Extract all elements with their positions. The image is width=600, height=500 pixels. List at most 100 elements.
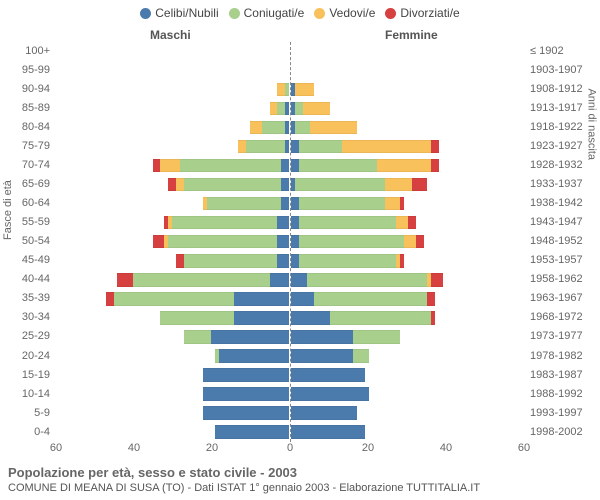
legend: Celibi/NubiliConiugati/eVedovi/eDivorzia… (0, 6, 600, 20)
female-bar (290, 137, 524, 156)
male-bar (56, 42, 290, 61)
male-bar (56, 347, 290, 366)
birth-label: 1978-1982 (528, 347, 594, 366)
birth-label: ≤ 1902 (528, 42, 594, 61)
population-pyramid-chart: Celibi/NubiliConiugati/eVedovi/eDivorzia… (0, 0, 600, 500)
age-label: 30-34 (6, 308, 52, 327)
seg-cel (291, 349, 353, 362)
female-bar (290, 327, 524, 346)
age-axis: 100+95-9990-9485-8980-8475-7970-7465-696… (6, 42, 52, 442)
seg-con (180, 159, 281, 172)
seg-cel (234, 292, 289, 305)
female-bar (290, 118, 524, 137)
seg-cel (203, 406, 289, 419)
seg-cel (291, 159, 299, 172)
female-bar (290, 61, 524, 80)
seg-cel (203, 368, 289, 381)
birth-axis: ≤ 19021903-19071908-19121913-19171918-19… (528, 42, 594, 442)
birth-label: 1968-1972 (528, 308, 594, 327)
chart-subtitle: COMUNE DI MEANA DI SUSA (TO) - Dati ISTA… (8, 482, 480, 494)
seg-con (330, 311, 431, 324)
center-line (290, 42, 291, 442)
age-label: 60-64 (6, 194, 52, 213)
male-bar (56, 289, 290, 308)
seg-con (184, 178, 282, 191)
male-bar (56, 232, 290, 251)
seg-cel (234, 311, 289, 324)
age-label: 15-19 (6, 366, 52, 385)
seg-con (307, 273, 428, 286)
seg-con (299, 140, 342, 153)
female-bar (290, 232, 524, 251)
seg-con (353, 330, 400, 343)
seg-ved (342, 140, 432, 153)
female-bar (290, 308, 524, 327)
birth-label: 1993-1997 (528, 404, 594, 423)
seg-con (285, 83, 289, 96)
birth-label: 1963-1967 (528, 289, 594, 308)
seg-ved (295, 83, 315, 96)
x-tick: 20 (206, 442, 218, 454)
age-label: 95-99 (6, 61, 52, 80)
seg-ved (160, 159, 180, 172)
legend-item: Vedovi/e (314, 6, 375, 20)
x-tick: 0 (287, 442, 293, 454)
seg-cel (291, 425, 365, 438)
seg-div (427, 292, 435, 305)
seg-con (133, 273, 270, 286)
seg-cel (281, 178, 289, 191)
birth-label: 1938-1942 (528, 194, 594, 213)
seg-ved (377, 159, 432, 172)
age-label: 90-94 (6, 80, 52, 99)
male-bar (56, 308, 290, 327)
female-bar (290, 404, 524, 423)
age-label: 35-39 (6, 289, 52, 308)
seg-ved (385, 197, 401, 210)
female-bar (290, 385, 524, 404)
birth-label: 1958-1962 (528, 270, 594, 289)
seg-cel (291, 216, 299, 229)
age-label: 10-14 (6, 385, 52, 404)
seg-cel (291, 368, 365, 381)
male-bar (56, 99, 290, 118)
birth-label: 1983-1987 (528, 366, 594, 385)
birth-label: 1948-1952 (528, 232, 594, 251)
seg-con (314, 292, 427, 305)
seg-cel (291, 292, 314, 305)
seg-div (431, 140, 439, 153)
age-label: 20-24 (6, 347, 52, 366)
x-tick: 60 (518, 442, 530, 454)
seg-con (160, 311, 234, 324)
seg-div (431, 159, 439, 172)
seg-cel (291, 330, 353, 343)
seg-div (117, 273, 133, 286)
seg-cel (277, 216, 289, 229)
seg-div (168, 178, 176, 191)
x-tick: 40 (128, 442, 140, 454)
seg-con (295, 121, 311, 134)
seg-cel (291, 140, 299, 153)
seg-div (153, 235, 165, 248)
seg-con (172, 216, 277, 229)
age-label: 65-69 (6, 175, 52, 194)
female-bar (290, 423, 524, 442)
seg-con (184, 254, 278, 267)
seg-div (153, 159, 161, 172)
birth-label: 1973-1977 (528, 327, 594, 346)
female-bar (290, 80, 524, 99)
seg-ved (277, 83, 285, 96)
seg-con (299, 254, 397, 267)
x-tick: 60 (50, 442, 62, 454)
legend-item: Coniugati/e (229, 6, 305, 20)
seg-cel (203, 387, 289, 400)
seg-cel (291, 273, 307, 286)
seg-con (295, 178, 385, 191)
seg-div (176, 254, 184, 267)
seg-con (246, 140, 285, 153)
seg-cel (291, 311, 330, 324)
seg-div (400, 197, 404, 210)
seg-cel (285, 140, 289, 153)
seg-con (114, 292, 235, 305)
seg-ved (250, 121, 262, 134)
seg-ved (396, 216, 408, 229)
